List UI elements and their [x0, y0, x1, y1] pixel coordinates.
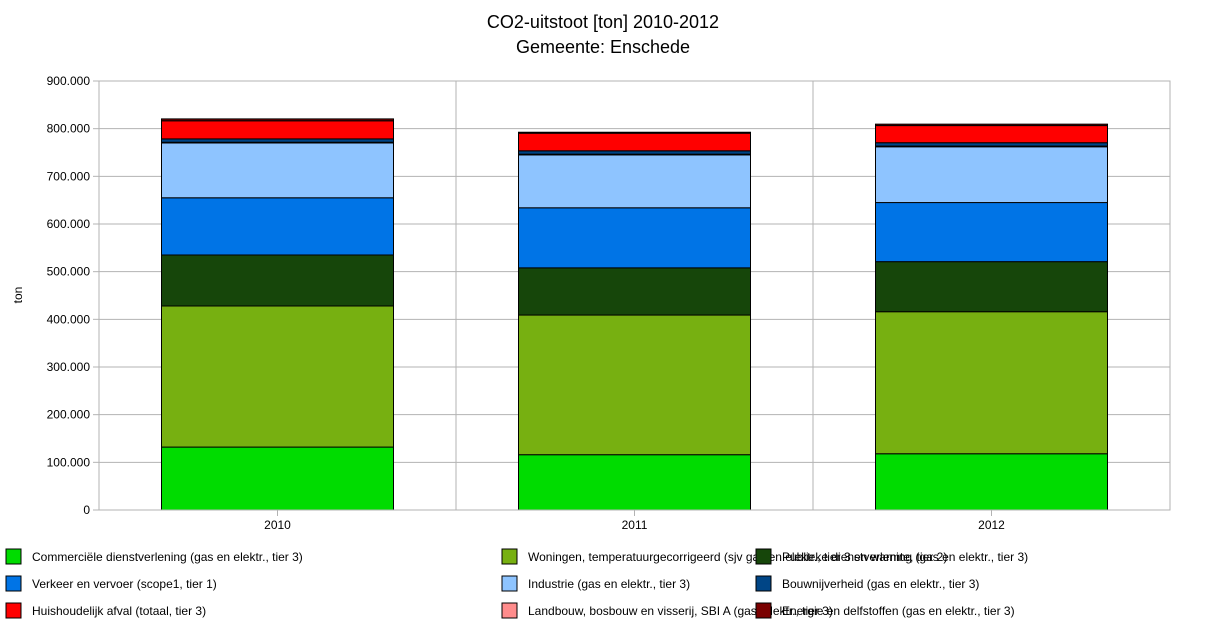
legend-item: Energie en delfstoffen (gas en elektr., …	[755, 602, 1015, 619]
legend-label: Publieke dienstverlening (gas en elektr.…	[782, 550, 1028, 564]
legend-swatch	[5, 575, 22, 592]
legend: Commerciële dienstverlening (gas en elek…	[5, 548, 1028, 619]
y-tick-label: 600.000	[47, 217, 91, 231]
legend-item: Industrie (gas en elektr., tier 3)	[501, 575, 690, 592]
bar-segment	[875, 125, 1108, 144]
legend-item: Publieke dienstverlening (gas en elektr.…	[755, 548, 1028, 565]
bar-segment	[518, 314, 751, 456]
bar-segment	[518, 454, 751, 511]
y-tick-label: 100.000	[47, 455, 91, 469]
bar-segment	[875, 123, 1108, 127]
bar-stack	[518, 131, 751, 511]
bar-stack	[161, 118, 394, 511]
bar-segment	[875, 146, 1108, 204]
x-tick-label: 2010	[264, 518, 291, 532]
y-tick-label: 700.000	[47, 169, 91, 183]
legend-label: Bouwnijverheid (gas en elektr., tier 3)	[782, 577, 979, 591]
legend-swatch	[755, 575, 772, 592]
bars	[161, 118, 1108, 511]
legend-item: Bouwnijverheid (gas en elektr., tier 3)	[755, 575, 979, 592]
legend-label: Woningen, temperatuurgecorrigeerd (sjv g…	[528, 550, 947, 564]
y-tick-label: 200.000	[47, 408, 91, 422]
legend-swatch	[501, 575, 518, 592]
legend-item: Woningen, temperatuurgecorrigeerd (sjv g…	[501, 548, 947, 565]
bar-segment	[518, 132, 751, 152]
bar-segment	[161, 138, 394, 143]
x-tick-label: 2011	[622, 518, 648, 532]
bar-segment	[875, 453, 1108, 511]
legend-swatch	[501, 602, 518, 619]
chart-subtitle: Gemeente: Enschede	[516, 37, 690, 57]
legend-swatch	[755, 602, 772, 619]
bar-stack	[875, 123, 1108, 511]
bar-segment	[161, 118, 394, 122]
bar-segment	[161, 142, 394, 199]
y-axis-label: ton	[11, 287, 25, 304]
y-tick-labels: 0 100.000 200.000 300.000 400.000 500.000 600.…	[47, 74, 91, 517]
y-tick-label: 0	[83, 503, 90, 517]
bar-segment	[518, 207, 751, 269]
legend-label: Industrie (gas en elektr., tier 3)	[528, 577, 690, 591]
legend-item: Huishoudelijk afval (totaal, tier 3)	[5, 602, 206, 619]
bar-segment	[161, 120, 394, 140]
bar-segment	[161, 446, 394, 511]
legend-swatch	[5, 548, 22, 565]
y-tick-label: 300.000	[47, 360, 91, 374]
legend-label: Verkeer en vervoer (scope1, tier 1)	[32, 577, 217, 591]
bar-segment	[161, 254, 394, 307]
legend-swatch	[5, 602, 22, 619]
bar-segment	[518, 131, 751, 134]
legend-item: Verkeer en vervoer (scope1, tier 1)	[5, 575, 217, 592]
legend-label: Huishoudelijk afval (totaal, tier 3)	[32, 604, 206, 618]
legend-label: Commerciële dienstverlening (gas en elek…	[32, 550, 303, 564]
legend-swatch	[501, 548, 518, 565]
bar-segment	[875, 261, 1108, 313]
bar-segment	[518, 150, 751, 155]
bar-segment	[875, 202, 1108, 263]
legend-item: Commerciële dienstverlening (gas en elek…	[5, 548, 303, 565]
bar-segment	[161, 305, 394, 448]
legend-label: Energie en delfstoffen (gas en elektr., …	[782, 604, 1015, 618]
bar-segment	[518, 267, 751, 316]
chart-title: CO2-uitstoot [ton] 2010-2012	[487, 12, 719, 32]
x-tick-labels: 2010 2011 2012	[264, 510, 1005, 532]
y-tick-label: 900.000	[47, 74, 91, 88]
y-tick-label: 800.000	[47, 122, 91, 136]
x-tick-label: 2012	[978, 518, 1005, 532]
bar-segment	[875, 311, 1108, 455]
legend-swatch	[755, 548, 772, 565]
y-tick-label: 500.000	[47, 265, 91, 279]
y-tick-label: 400.000	[47, 312, 91, 326]
bar-segment	[875, 142, 1108, 147]
bar-segment	[518, 154, 751, 209]
bar-segment	[161, 197, 394, 256]
